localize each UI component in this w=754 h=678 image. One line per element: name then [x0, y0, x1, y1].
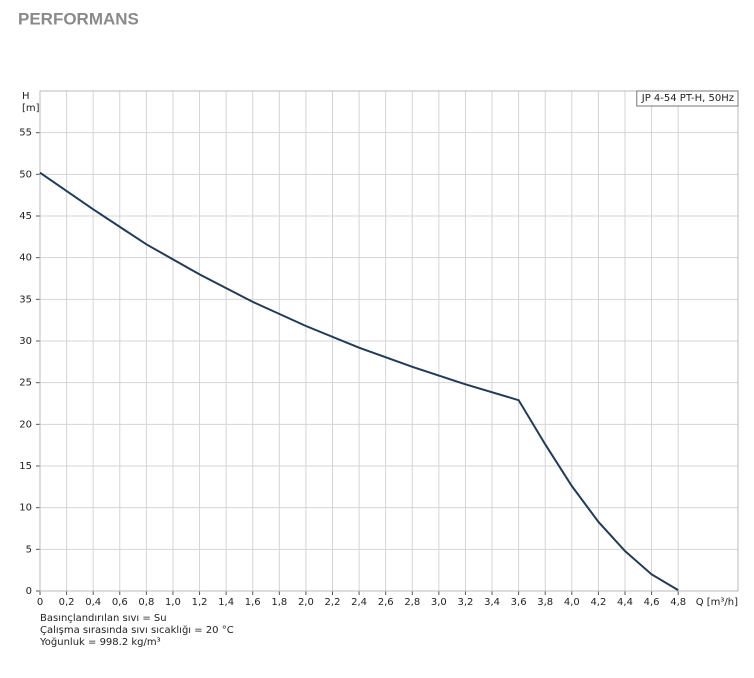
x-tick-label: 3,6 [511, 597, 527, 608]
plot-frame [39, 90, 739, 592]
x-tick-label: 2,2 [325, 597, 341, 608]
y-tick-label: 0 [26, 586, 32, 597]
x-tick-label: 0,8 [138, 597, 154, 608]
y-tick-label: 20 [19, 419, 32, 430]
x-tick-label: 1,4 [218, 597, 234, 608]
y-tick-label: 35 [19, 294, 32, 305]
legend-box [636, 90, 739, 107]
y-tick-label: 15 [19, 461, 32, 472]
y-tick-label: 5 [26, 544, 32, 555]
x-tick-label: 0,4 [85, 597, 101, 608]
note: Çalışma sırasında sıvı sıcaklığı = 20 °C [40, 624, 234, 636]
x-tick-label: 0,6 [112, 597, 128, 608]
x-tick-label: 4,6 [644, 597, 660, 608]
y-tick-label: 30 [19, 336, 32, 347]
x-tick-label: 1,8 [271, 597, 287, 608]
x-tick-label: 3,2 [457, 597, 473, 608]
y-axis-label: [m] [22, 103, 40, 114]
x-tick-label: 2,8 [404, 597, 420, 608]
y-tick-label: 25 [19, 378, 32, 389]
x-tick-label: 3,8 [537, 597, 553, 608]
page-title: PERFORMANS [18, 9, 139, 28]
y-tick-label: 45 [19, 211, 32, 222]
x-tick-label: 2,6 [378, 597, 394, 608]
x-tick-label: 3,4 [484, 597, 500, 608]
x-tick-label: 4,4 [617, 597, 633, 608]
y-tick-label: 40 [19, 253, 32, 264]
legend-label: JP 4-54 PT-H, 50Hz [641, 93, 734, 104]
x-axis-label: Q [m³/h] [696, 597, 738, 608]
x-tick-label: 1,6 [245, 597, 261, 608]
curve [39, 171, 679, 592]
note: Basınçlandırılan sıvı = Su [40, 613, 167, 624]
y-tick-label: 55 [19, 128, 32, 139]
x-tick-label: 2,4 [351, 597, 367, 608]
note: Yoğunluk = 998.2 kg/m³ [39, 636, 161, 648]
x-tick-label: 1,0 [165, 597, 181, 608]
x-tick-label: 0 [37, 597, 43, 608]
x-tick-label: 3,0 [431, 597, 447, 608]
x-tick-label: 2,0 [298, 597, 314, 608]
x-tick-label: 4,8 [670, 597, 686, 608]
x-tick-label: 0,2 [59, 597, 75, 608]
x-tick-label: 4,0 [564, 597, 580, 608]
y-axis-label: H [22, 91, 30, 102]
x-tick-label: 4,2 [590, 597, 606, 608]
y-tick-label: 50 [19, 169, 32, 180]
x-tick-label: 1,2 [192, 597, 208, 608]
y-tick-label: 10 [19, 503, 32, 514]
